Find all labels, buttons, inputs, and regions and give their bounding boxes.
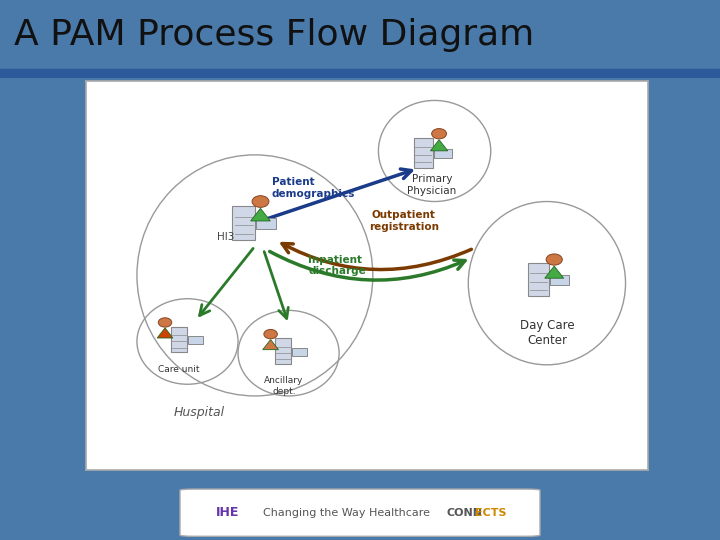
Text: A PAM Process Flow Diagram: A PAM Process Flow Diagram [14, 18, 535, 52]
Polygon shape [431, 140, 448, 151]
Text: Patient
demographics: Patient demographics [271, 177, 355, 199]
Circle shape [546, 254, 562, 265]
FancyBboxPatch shape [434, 149, 452, 158]
FancyBboxPatch shape [292, 348, 307, 356]
FancyBboxPatch shape [550, 275, 570, 285]
Polygon shape [545, 266, 564, 278]
Circle shape [158, 318, 172, 327]
FancyBboxPatch shape [233, 206, 255, 240]
Text: Ancillary
dept.: Ancillary dept. [264, 376, 304, 396]
Circle shape [432, 129, 446, 139]
Text: Changing the Way Healthcare: Changing the Way Healthcare [256, 508, 433, 518]
Text: Primary
Physician: Primary Physician [407, 174, 456, 196]
Text: IHE: IHE [216, 506, 239, 519]
Text: Huspital: Huspital [173, 406, 225, 419]
FancyBboxPatch shape [171, 327, 187, 353]
Text: ECTS: ECTS [475, 508, 507, 518]
FancyBboxPatch shape [189, 336, 204, 344]
Text: HI3: HI3 [217, 232, 235, 242]
Bar [0, 69, 720, 78]
FancyBboxPatch shape [274, 339, 292, 364]
Text: Outpatient
registration: Outpatient registration [369, 210, 438, 232]
Circle shape [252, 195, 269, 207]
FancyBboxPatch shape [528, 263, 549, 295]
Polygon shape [263, 340, 279, 350]
FancyBboxPatch shape [180, 489, 540, 536]
Circle shape [264, 329, 277, 339]
Text: Inpatient
discharge: Inpatient discharge [308, 255, 366, 276]
Text: Day Care
Center: Day Care Center [520, 319, 575, 347]
FancyBboxPatch shape [256, 218, 276, 229]
FancyBboxPatch shape [413, 138, 433, 168]
Polygon shape [251, 208, 270, 221]
Polygon shape [157, 328, 173, 338]
Text: CONN: CONN [446, 508, 482, 518]
Text: Care unit: Care unit [158, 365, 200, 374]
